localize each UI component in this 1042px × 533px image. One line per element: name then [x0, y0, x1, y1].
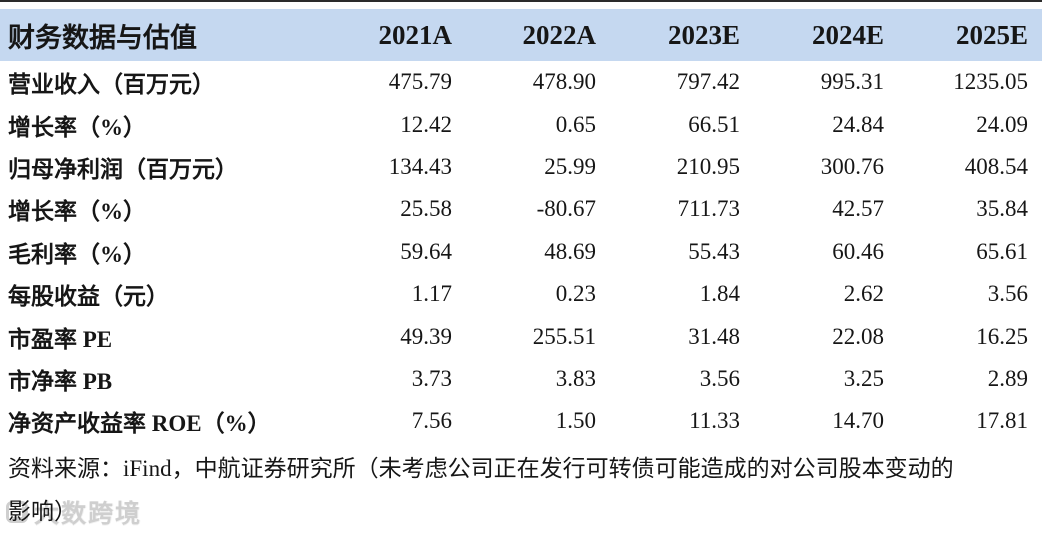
watermark: 大数跨境 [6, 494, 142, 530]
row-value: 255.51 [532, 323, 596, 349]
row-value: 475.79 [388, 69, 452, 95]
row-value: 42.57 [832, 196, 884, 222]
row-value: 3.25 [843, 365, 884, 391]
row-value: 48.69 [544, 238, 596, 264]
row-label: 每股收益（元） [8, 284, 169, 310]
row-value: 0.65 [555, 111, 596, 137]
row-value: 3.56 [987, 281, 1028, 307]
row-value: 65.61 [976, 238, 1028, 264]
financial-table: 财务数据与估值 2021A 2022A 2023E 2024E 2025E 营业… [0, 9, 1042, 443]
column-header-2024e: 2024E [811, 19, 884, 50]
row-value: 134.43 [388, 153, 452, 179]
row-value: 12.42 [400, 111, 452, 137]
top-divider [0, 0, 1042, 2]
row-value: 3.73 [411, 365, 452, 391]
column-header-2022a: 2022A [522, 19, 597, 50]
row-value: 16.25 [976, 323, 1028, 349]
row-value: 2.89 [987, 365, 1028, 391]
table-row: 增长率（%） 25.58 -80.67 711.73 42.57 35.84 [0, 188, 1042, 230]
row-value: 14.70 [832, 408, 884, 434]
table-row: 市盈率 PE 49.39 255.51 31.48 22.08 16.25 [0, 315, 1042, 357]
row-value: 49.39 [400, 323, 452, 349]
table-title: 财务数据与估值 [8, 22, 197, 53]
row-value: 55.43 [688, 238, 740, 264]
column-header-2025e: 2025E [955, 19, 1028, 50]
row-value: 25.99 [544, 153, 596, 179]
row-label: 市净率 PB [8, 368, 113, 394]
row-value: 3.56 [699, 365, 740, 391]
row-label: 归母净利润（百万元） [8, 156, 238, 182]
row-value: 3.83 [555, 365, 596, 391]
row-value: 0.23 [555, 281, 596, 307]
table-header-row: 财务数据与估值 2021A 2022A 2023E 2024E 2025E [0, 9, 1042, 61]
watermark-text: 大数跨境 [34, 500, 143, 528]
table-row: 净资产收益率 ROE（%） 7.56 1.50 11.33 14.70 17.8… [0, 400, 1042, 442]
row-value: 60.46 [832, 238, 884, 264]
row-value: 11.33 [689, 408, 740, 434]
row-value: 711.73 [677, 196, 740, 222]
row-value: 24.84 [832, 111, 884, 137]
row-value: 1.84 [699, 281, 740, 307]
row-value: 59.64 [400, 238, 452, 264]
row-value: 995.31 [820, 69, 884, 95]
row-label: 净资产收益率 ROE（%） [8, 411, 271, 437]
row-label: 市盈率 PE [8, 326, 113, 352]
column-header-2023e: 2023E [667, 19, 740, 50]
row-label: 毛利率（%） [8, 241, 146, 267]
table-row: 增长率（%） 12.42 0.65 66.51 24.84 24.09 [0, 103, 1042, 145]
row-value: 1235.05 [953, 69, 1028, 95]
row-value: 35.84 [976, 196, 1028, 222]
row-value: 300.76 [820, 153, 884, 179]
row-value: 7.56 [411, 408, 452, 434]
watermark-logo-icon [6, 501, 28, 523]
table-row: 毛利率（%） 59.64 48.69 55.43 60.46 65.61 [0, 231, 1042, 273]
row-value: 24.09 [976, 111, 1028, 137]
table-row: 每股收益（元） 1.17 0.23 1.84 2.62 3.56 [0, 273, 1042, 315]
row-label: 营业收入（百万元） [8, 72, 215, 98]
row-value: 1.50 [555, 408, 596, 434]
row-value: 1.17 [411, 281, 452, 307]
source-note: 资料来源：iFind，中航证券研究所（未考虑公司正在发行可转债可能造成的对公司股… [8, 455, 954, 524]
row-value: 478.90 [532, 69, 596, 95]
row-value: 17.81 [976, 408, 1028, 434]
row-value: 797.42 [676, 69, 740, 95]
row-label: 增长率（%） [8, 199, 146, 225]
row-value: 31.48 [688, 323, 740, 349]
table-body: 营业收入（百万元） 475.79 478.90 797.42 995.31 12… [0, 61, 1042, 443]
row-value: 408.54 [964, 153, 1028, 179]
row-value: 66.51 [688, 111, 740, 137]
row-value: 210.95 [676, 153, 740, 179]
table-row: 市净率 PB 3.73 3.83 3.56 3.25 2.89 [0, 358, 1042, 400]
row-value: 2.62 [843, 281, 884, 307]
column-header-2021a: 2021A [378, 19, 453, 50]
row-value: -80.67 [536, 196, 596, 222]
row-value: 25.58 [400, 196, 452, 222]
table-row: 营业收入（百万元） 475.79 478.90 797.42 995.31 12… [0, 61, 1042, 103]
row-value: 22.08 [832, 323, 884, 349]
row-label: 增长率（%） [8, 114, 146, 140]
table-row: 归母净利润（百万元） 134.43 25.99 210.95 300.76 40… [0, 146, 1042, 188]
